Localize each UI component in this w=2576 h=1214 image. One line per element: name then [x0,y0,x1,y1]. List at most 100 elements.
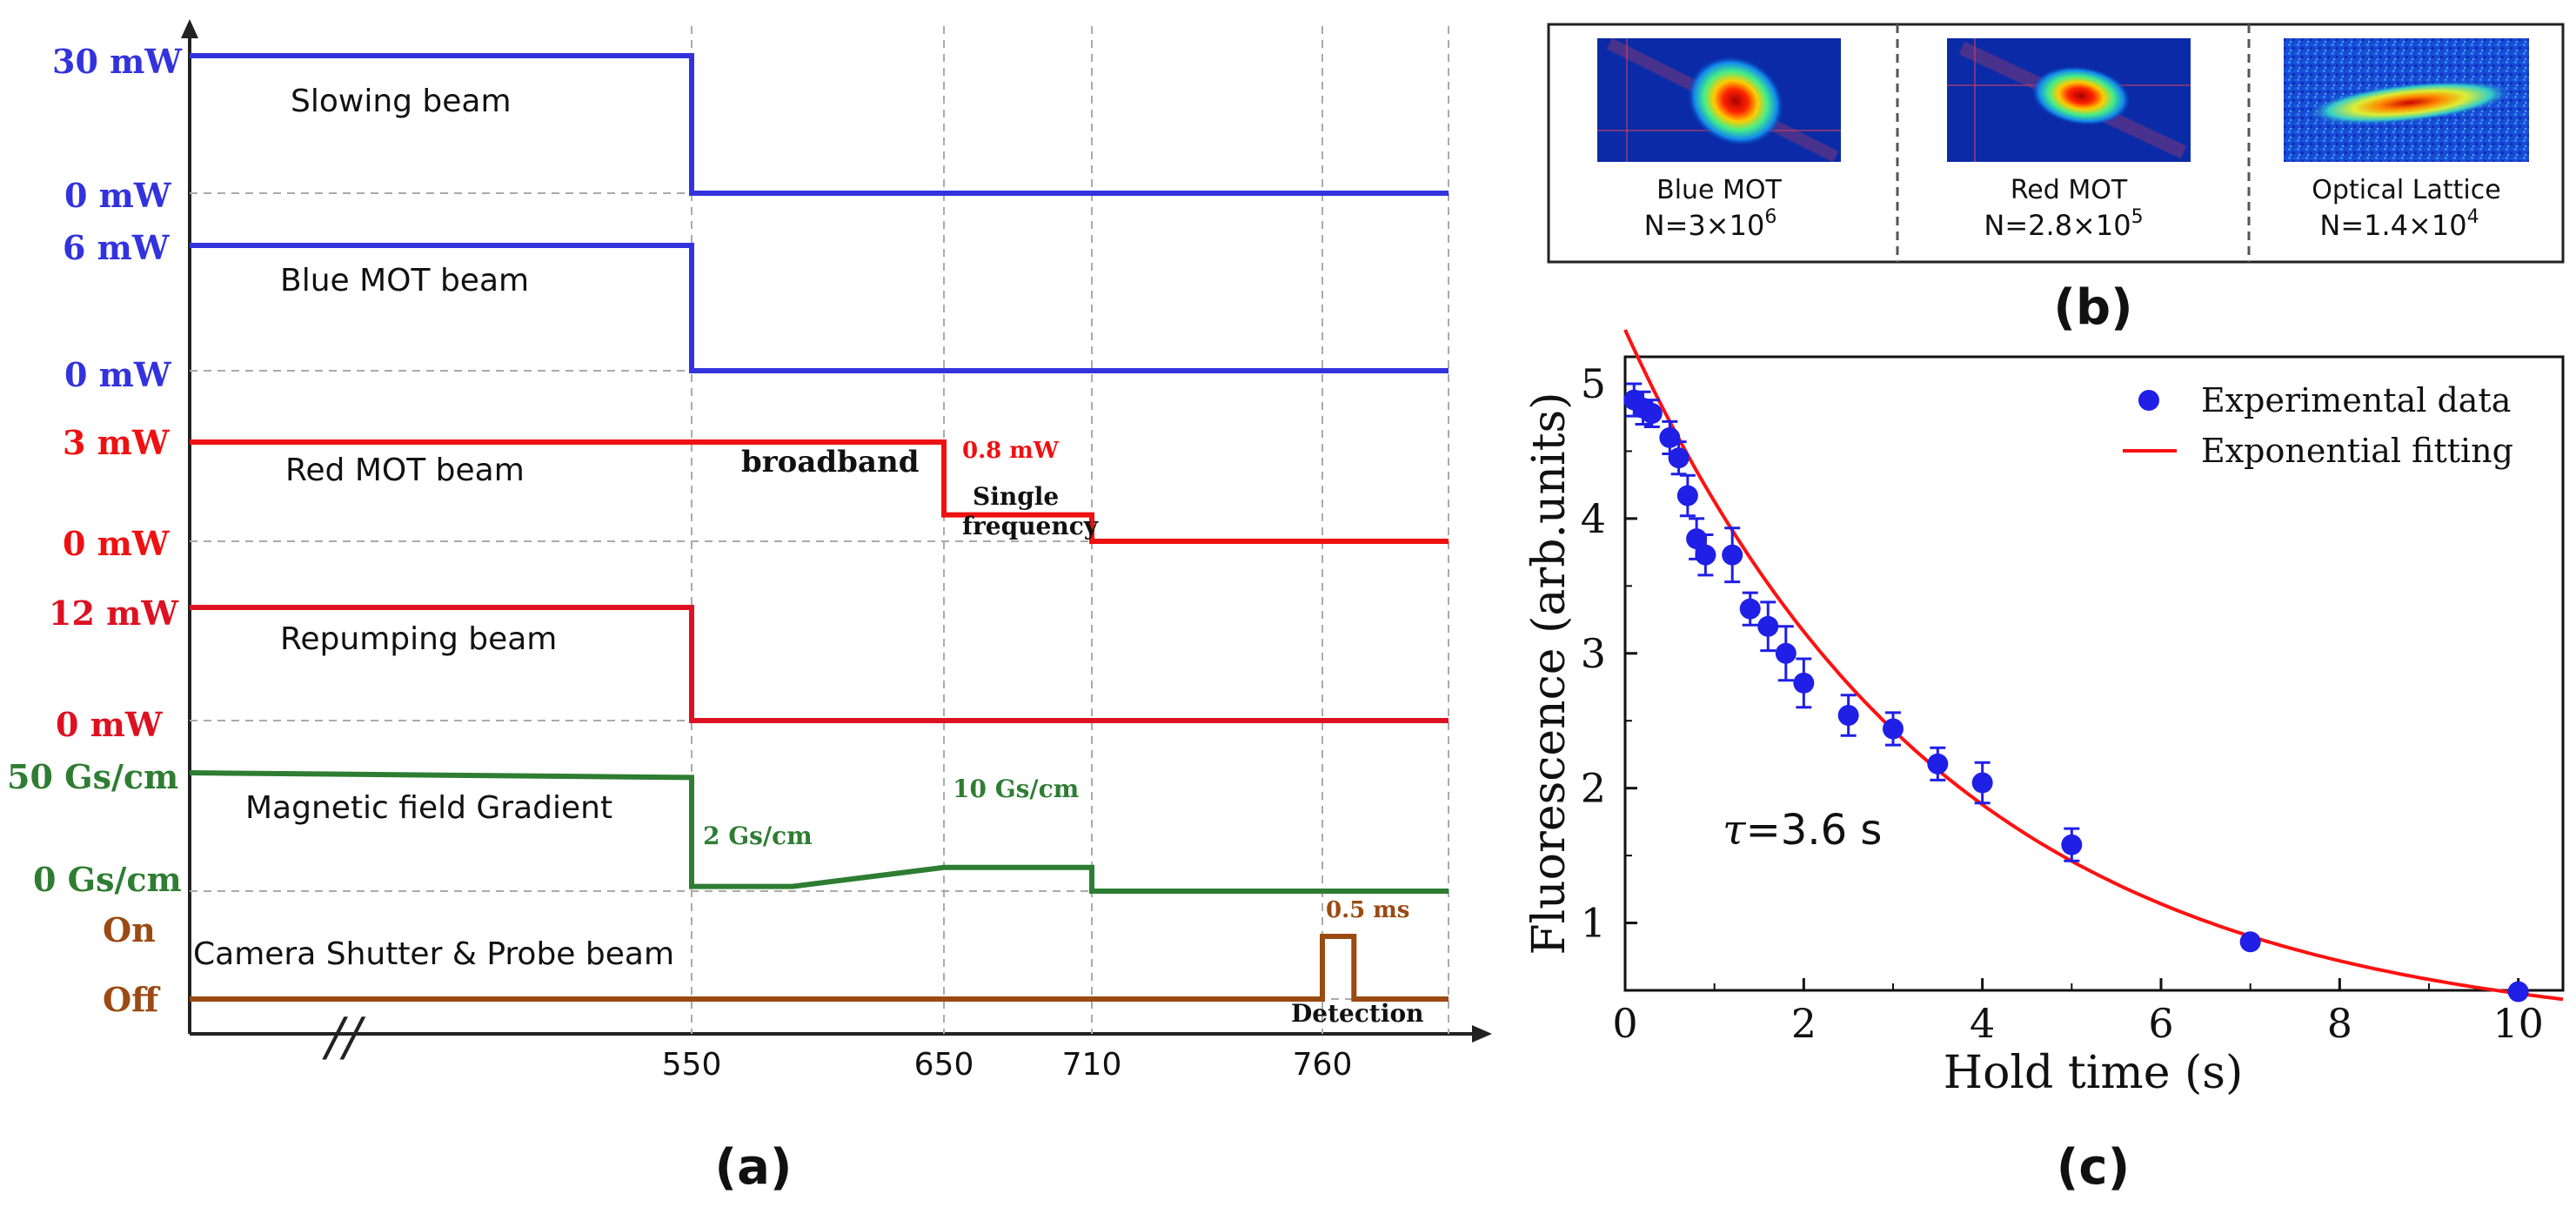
single-annotation: Single [973,482,1059,511]
x-tick-label: 2 [1791,1000,1817,1047]
data-point [2239,931,2261,953]
camera-name: Camera Shutter & Probe beam [193,936,674,972]
bluemot-low-label: 0 mW [64,355,172,394]
y-tick-label: 2 [1581,765,1606,812]
panel-a-y-arrow-head [181,19,198,38]
pulse-width-annotation: 0.5 ms [1326,897,1409,923]
repump-beam-name: Repumping beam [280,621,557,657]
gradient-high-label: 50 Gs/cm [7,757,178,796]
slowing-beam-name: Slowing beam [291,84,512,119]
time-tick-550: 550 [662,1047,722,1083]
trace-blue-mot-beam [190,243,1449,373]
trace-red-mot-beam [190,439,1449,544]
time-axis-break-mark: // [322,1007,366,1068]
slowing-low-label: 0 mW [64,176,172,215]
blue-mot-title: Blue MOT [1656,175,1782,205]
trace-repumping-beam [190,605,1449,723]
panel-c-label: (c) [2057,1139,2130,1196]
repump-high-label: 12 mW [49,594,179,633]
redmot-high-label: 3 mW [63,423,171,462]
timing-sequence-panel: // 30 mW 0 mW 6 mW 0 mW 3 mW 0 mW 12 mW … [7,19,1492,1196]
tau-symbol: τ [1723,806,1747,855]
data-point [1641,403,1663,425]
gradient-mid-annotation: 10 Gs/cm [953,775,1079,803]
x-axis-title: Hold time (s) [1944,1047,2244,1099]
lattice-title: Optical Lattice [2312,175,2500,205]
data-point [1668,447,1689,469]
data-point [1971,772,1993,794]
legend-data-label: Experimental data [2201,381,2511,419]
y-tick-label: 5 [1581,360,1606,407]
data-point [2061,834,2083,855]
slowing-high-label: 30 mW [52,42,183,81]
gradient-low-label: 0 Gs/cm [33,860,182,899]
lattice-count: N=1.4×104 [2319,206,2479,242]
exponential-fit-curve [1623,329,2564,1002]
panel-a-x-arrow-head [1472,1025,1492,1043]
tau-annotation: τ=3.6 s [1723,806,1882,855]
time-tick-760: 760 [1293,1047,1353,1083]
legend-data-marker [2138,390,2159,411]
redmot-low-label: 0 mW [63,524,171,563]
gradient-low-annotation: 2 Gs/cm [703,822,813,850]
lattice-count-exp: 4 [2467,206,2479,228]
trace-camera-shutter-probe-beam [190,934,1449,1002]
y-tick-label: 4 [1581,495,1606,542]
red-mot-count-exp: 5 [2131,206,2144,228]
image-frame [1547,23,2565,264]
atom-images-panel: Blue MOT N=3×106 Red MOT N=2.8×105 Optic… [1547,23,2565,336]
red-mot-cloud [2031,65,2131,126]
red-mot-count: N=2.8×105 [1984,206,2143,242]
data-point [1722,544,1743,566]
y-tick-label: 3 [1581,630,1606,677]
red-mot-title: Red MOT [2011,175,2128,205]
data-point [1757,615,1779,637]
redmot-beam-name: Red MOT beam [285,453,525,488]
panel-b-label: (b) [2053,279,2132,336]
x-tick-label: 8 [2327,1000,2352,1047]
data-point [1659,426,1681,448]
x-tick-label: 6 [2148,1000,2173,1047]
time-tick-710: 710 [1062,1047,1122,1083]
y-tick-label: 1 [1581,900,1606,947]
red-mid-power-annotation: 0.8 mW [962,438,1060,464]
data-point [1837,705,1859,727]
detection-annotation: Detection [1291,999,1424,1028]
data-point [1676,485,1698,506]
tau-value: =3.6 s [1746,806,1883,855]
red-mot-count-base: N=2.8×10 [1984,209,2131,242]
gradient-name: Magnetic field Gradient [245,790,612,826]
blue-mot-count-base: N=3×10 [1644,209,1765,242]
trace-magnetic-field-gradient [189,770,1449,894]
bluemot-beam-name: Blue MOT beam [280,263,529,298]
time-tick-650: 650 [914,1047,974,1083]
bluemot-high-label: 6 mW [63,228,171,267]
camera-off-label: Off [103,980,161,1019]
data-point [1775,642,1797,664]
frequency-annotation: frequency [962,512,1099,540]
data-point [1927,753,1949,775]
repump-low-label: 0 mW [56,705,164,744]
data-point [1739,598,1761,620]
data-point [1883,718,1904,740]
x-tick-label: 0 [1612,1000,1637,1047]
plot-c-frame [1623,355,2565,992]
data-point [1793,672,1815,694]
blue-mot-cloud [1686,55,1785,147]
data-point [2507,981,2529,1003]
lattice-count-base: N=1.4×10 [2319,209,2466,242]
legend-fit-label: Exponential fitting [2201,432,2513,470]
optical-lattice-cloud [2307,80,2512,125]
trace-slowing-beam [190,53,1449,196]
blue-mot-count-exp: 6 [1764,206,1776,228]
camera-on-label: On [103,910,156,949]
x-tick-label: 4 [1970,1000,1995,1047]
x-tick-label: 10 [2492,1000,2544,1047]
data-point [1695,544,1716,566]
blue-mot-count: N=3×106 [1644,206,1777,242]
panel-a-label: (a) [715,1139,793,1196]
y-axis-title: Fluorescence (arb.units) [1523,392,1576,955]
broadband-annotation: broadband [741,445,919,480]
